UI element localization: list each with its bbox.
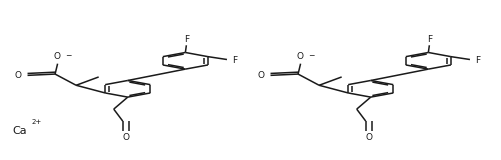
Text: F: F	[184, 35, 189, 44]
Text: O: O	[53, 52, 60, 61]
Text: O: O	[258, 71, 265, 80]
Text: −: −	[308, 52, 315, 60]
Text: Ca: Ca	[13, 126, 27, 136]
Text: O: O	[296, 52, 303, 61]
Text: F: F	[475, 56, 480, 65]
Text: O: O	[365, 133, 372, 142]
Text: 2+: 2+	[32, 119, 42, 125]
Text: O: O	[122, 133, 129, 142]
Text: F: F	[427, 35, 432, 44]
Text: −: −	[65, 52, 72, 60]
Text: F: F	[232, 56, 237, 65]
Text: O: O	[15, 71, 22, 80]
